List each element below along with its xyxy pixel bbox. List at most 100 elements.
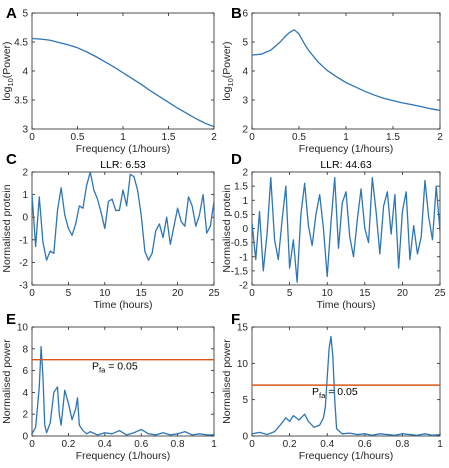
x-tick-label: 1 (211, 439, 217, 450)
axes-box (251, 326, 441, 437)
x-tick-label: 0.4 (98, 439, 112, 450)
x-tick-label: 0 (249, 132, 255, 143)
y-tick-label: 3 (242, 96, 248, 107)
x-tick-label: 0.4 (320, 439, 334, 450)
panel-letter: E (6, 311, 16, 328)
y-tick-label: 3.5 (14, 96, 28, 107)
x-tick-label: 0 (29, 132, 35, 143)
y-axis-label: Normalised power (221, 339, 233, 424)
x-tick-label: 2 (437, 132, 443, 143)
y-tick-label: 10 (237, 359, 249, 370)
y-tick-label: -2 (19, 258, 28, 269)
x-tick-label: 15 (136, 288, 148, 299)
y-tick-label: 5 (242, 395, 248, 406)
x-tick-label: 0.2 (283, 439, 297, 450)
series-line (252, 335, 440, 436)
y-tick-label: 5 (22, 9, 28, 20)
x-axis-label: Frequency (1/hours) (76, 450, 171, 462)
y-tick-label: -2 (239, 281, 248, 292)
y-tick-label: -1 (239, 252, 248, 263)
panel-title: LLR: 44.63 (320, 159, 372, 171)
y-tick-label: 2 (22, 168, 28, 179)
x-tick-label: 5 (287, 288, 293, 299)
y-axis-label: log10(Power) (1, 41, 15, 100)
panel-letter: D (231, 151, 242, 168)
axes-box (251, 171, 441, 286)
y-tick-label: -1 (19, 235, 28, 246)
axes-box (31, 171, 215, 286)
y-tick-label: 5 (242, 38, 248, 49)
y-tick-label: 0.5 (234, 210, 248, 221)
x-tick-label: 1.5 (386, 132, 400, 143)
axes-box (31, 326, 215, 437)
y-tick-label: 1.5 (234, 182, 248, 193)
panel-c: C 0 5 10 15 20 25 -3 -2 -1 0 1 2 Time (hours) Normalis… (1, 151, 220, 311)
x-tick-label: 5 (66, 288, 72, 299)
y-axis-label: Normalised protein (1, 184, 13, 272)
threshold-label: Pfa = 0.05 (312, 386, 358, 400)
threshold-label: Pfa = 0.05 (92, 361, 138, 375)
y-tick-label: 1 (22, 190, 28, 201)
x-tick-label: 0 (29, 439, 35, 450)
x-tick-label: 1.5 (162, 132, 176, 143)
panel-letter: A (6, 5, 17, 22)
panel-a: A 0 0.5 1 1.5 2 3 3.5 4 4.5 5 Frequency (1/hours) lo… (1, 5, 217, 155)
x-tick-label: 0.8 (395, 439, 409, 450)
panel-b: B 0 0.5 1 1.5 2 2 3 4 5 6 Frequency (1/hours) log10(… (221, 5, 443, 155)
x-tick-label: 0.5 (71, 132, 85, 143)
x-tick-label: 25 (434, 288, 446, 299)
x-tick-label: 0.5 (292, 132, 306, 143)
y-tick-label: 2 (22, 410, 28, 421)
y-axis-label: Normalised protein (221, 184, 233, 272)
x-tick-label: 10 (322, 288, 334, 299)
y-tick-label: 2 (242, 168, 248, 179)
series-line (32, 345, 214, 436)
x-tick-label: 20 (397, 288, 409, 299)
y-tick-label: 4.5 (14, 38, 28, 49)
x-tick-label: 0.2 (61, 439, 75, 450)
panel-d: D 0 5 10 15 20 25 -2 -1.5 -1 -0.5 0 0.5 1 1.5 2 Time (ho… (221, 151, 446, 311)
y-tick-label: 8 (22, 344, 28, 355)
x-tick-label: 10 (99, 288, 111, 299)
x-tick-label: 0.8 (171, 439, 185, 450)
y-tick-label: 6 (22, 366, 28, 377)
x-tick-label: 1 (343, 132, 349, 143)
x-tick-label: 1 (437, 439, 443, 450)
series-line (32, 172, 214, 261)
panel-title: LLR: 6.53 (100, 159, 146, 171)
y-tick-label: 0 (242, 224, 248, 235)
x-tick-label: 0 (29, 288, 35, 299)
y-tick-label: 0 (22, 213, 28, 224)
y-tick-label: -1.5 (231, 266, 249, 277)
x-axis-label: Time (hours) (93, 299, 152, 311)
x-axis-label: Frequency (1/hours) (76, 143, 171, 155)
y-tick-label: -0.5 (231, 238, 249, 249)
panel-letter: C (6, 151, 17, 168)
y-axis-label: log10(Power) (221, 41, 235, 100)
x-tick-label: 0.6 (358, 439, 372, 450)
series-line (252, 29, 440, 112)
x-axis-label: Time (hours) (316, 299, 375, 311)
y-tick-label: 0 (242, 432, 248, 443)
panel-letter: B (231, 5, 242, 22)
x-axis-label: Frequency (1/hours) (299, 143, 394, 155)
y-tick-label: 6 (242, 9, 248, 20)
x-tick-label: 0.6 (134, 439, 148, 450)
x-tick-label: 0 (249, 439, 255, 450)
y-tick-label: 3 (22, 125, 28, 136)
y-tick-label: 10 (17, 323, 29, 334)
y-tick-label: 15 (237, 323, 249, 334)
axes-box (251, 12, 441, 130)
x-tick-label: 20 (172, 288, 184, 299)
x-tick-label: 0 (249, 288, 255, 299)
y-tick-label: -3 (19, 281, 28, 292)
y-tick-label: 2 (242, 125, 248, 136)
y-tick-label: 0 (22, 432, 28, 443)
axes-box (31, 12, 215, 130)
y-axis-label: Normalised power (1, 339, 13, 424)
y-tick-label: 1 (242, 196, 248, 207)
y-tick-label: 4 (22, 67, 28, 78)
series-line (32, 37, 214, 128)
